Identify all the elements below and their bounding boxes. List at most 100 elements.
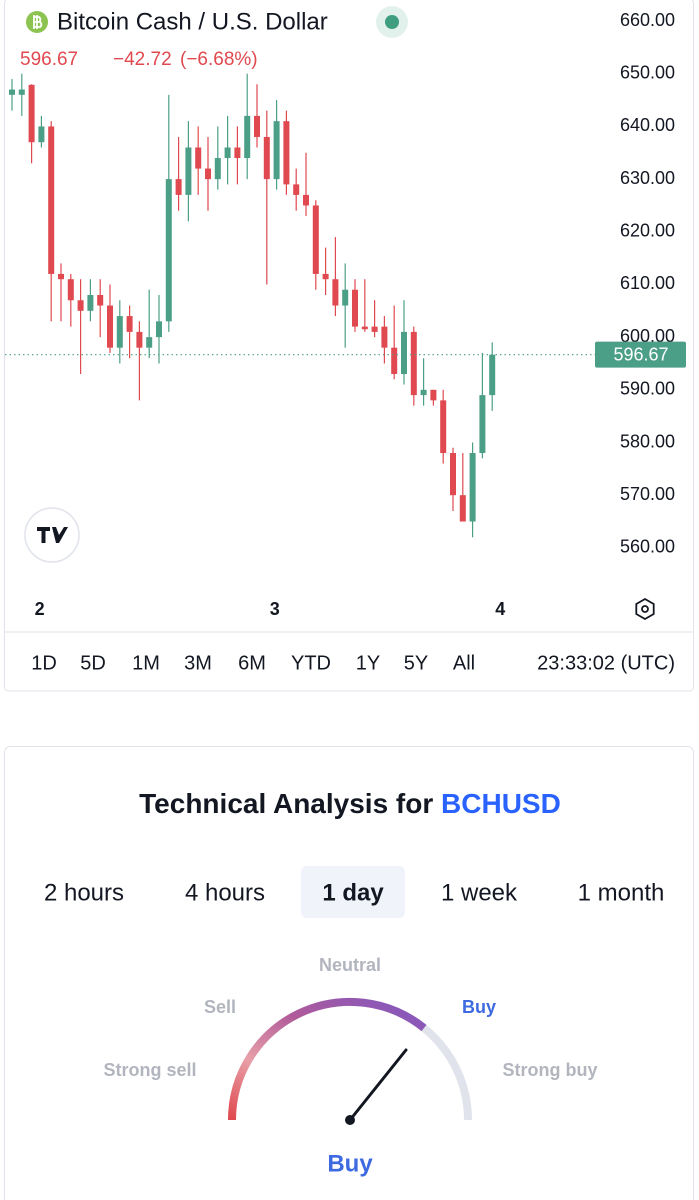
candle-body [479, 395, 486, 454]
range-button[interactable]: 6M [238, 652, 266, 674]
candle-body [18, 89, 25, 95]
y-tick-label: 590.00 [620, 379, 675, 399]
candle-body [97, 295, 104, 306]
range-button[interactable]: 3M [184, 652, 212, 674]
candle-body [283, 121, 290, 185]
candle-body [342, 289, 349, 306]
candle-body [371, 326, 378, 332]
candle-body [401, 331, 407, 375]
candle-body [420, 389, 427, 396]
y-tick-label: 560.00 [620, 537, 675, 557]
last-price-box [595, 341, 686, 368]
candle-body [352, 289, 358, 327]
x-tick-label: 3 [270, 599, 280, 619]
gauge-label: Strong buy [503, 1060, 598, 1080]
ta-title-text: Technical Analysis for [139, 788, 433, 819]
candle-body [146, 337, 153, 348]
candle-body [126, 316, 133, 332]
y-tick-label: 660.00 [620, 10, 675, 30]
candle-body [303, 194, 309, 206]
change-percent: (−6.68%) [180, 49, 258, 70]
change: −42.72 [113, 49, 172, 70]
settings-icon-center [641, 605, 649, 613]
y-tick-label: 600.00 [620, 326, 675, 346]
candle-body [391, 347, 398, 375]
last-price-label: 596.67 [613, 344, 668, 364]
settings-icon[interactable] [635, 597, 655, 621]
candle-body [322, 273, 329, 280]
candle-body [58, 273, 64, 280]
coin-glyph [33, 15, 43, 29]
ta-symbol[interactable]: BCHUSD [441, 788, 561, 819]
y-tick-label: 630.00 [620, 168, 675, 188]
candle-body [459, 495, 466, 522]
tab[interactable]: 2 hours [44, 879, 124, 906]
candle-body [87, 295, 94, 311]
range-button[interactable]: 5D [80, 652, 106, 674]
candle-body [67, 279, 74, 301]
tab[interactable]: 4 hours [185, 879, 265, 906]
tv-logo[interactable] [24, 507, 80, 563]
candle-body [195, 147, 202, 169]
gauge-result: Buy [327, 1150, 373, 1177]
range-button[interactable]: 5Y [404, 652, 428, 674]
y-tick-label: 620.00 [620, 221, 675, 241]
candle-body [244, 115, 251, 159]
candle-body [254, 115, 260, 137]
gauge-fill [228, 997, 427, 1121]
candle-body [136, 331, 143, 348]
candle-body [361, 326, 368, 330]
clock[interactable]: 23:33:02 (UTC) [537, 652, 675, 674]
candle-body [312, 205, 319, 274]
candle-body [205, 168, 211, 180]
candle-body [440, 400, 447, 454]
range-button[interactable]: 1Y [356, 652, 380, 674]
gauge-track [228, 998, 472, 1121]
candle-body [156, 321, 162, 338]
candle-body [234, 147, 241, 159]
candle-body [116, 316, 123, 348]
range-button[interactable]: YTD [291, 652, 331, 674]
tab[interactable]: 1 week [441, 879, 518, 906]
candle-body [410, 331, 417, 396]
tab-selected-bg [301, 866, 405, 918]
gauge-pivot [345, 1115, 355, 1125]
candle-body [469, 453, 476, 522]
x-tick-label: 2 [35, 599, 45, 619]
candle-body [28, 84, 35, 143]
candle-body [165, 179, 172, 322]
gauge-label: Strong sell [103, 1060, 196, 1080]
gauge-label: Sell [204, 997, 236, 1017]
range-button[interactable]: 1M [132, 652, 160, 674]
candle-body [214, 158, 221, 180]
ta-title: Technical Analysis for BCHUSD [139, 788, 561, 819]
gauge-needle [348, 1048, 408, 1122]
candle-body [185, 147, 192, 195]
candle-body [489, 354, 496, 396]
range-button[interactable]: All [453, 652, 475, 674]
candle-body [293, 184, 300, 195]
candle-body [224, 147, 231, 159]
candle-body [107, 305, 113, 348]
y-tick-label: 570.00 [620, 484, 675, 504]
range-button[interactable]: 1D [31, 652, 57, 674]
candle-body [77, 300, 84, 311]
tv-logo-mark [37, 527, 68, 543]
tab[interactable]: 1 month [578, 879, 665, 906]
gauge-label: Neutral [319, 955, 381, 975]
candle-body [48, 126, 55, 274]
tab[interactable]: 1 day [322, 879, 384, 906]
price: 596.67 [20, 49, 78, 70]
candle-body [381, 326, 388, 348]
y-tick-label: 580.00 [620, 431, 675, 451]
candle-body [273, 121, 280, 180]
x-tick-label: 4 [495, 599, 505, 619]
ta-card [4, 746, 694, 1200]
y-tick-label: 640.00 [620, 115, 675, 135]
gauge-label: Buy [462, 997, 496, 1017]
candle-body [9, 89, 15, 95]
status-dot [385, 15, 399, 29]
chart-frame [4, 0, 694, 692]
